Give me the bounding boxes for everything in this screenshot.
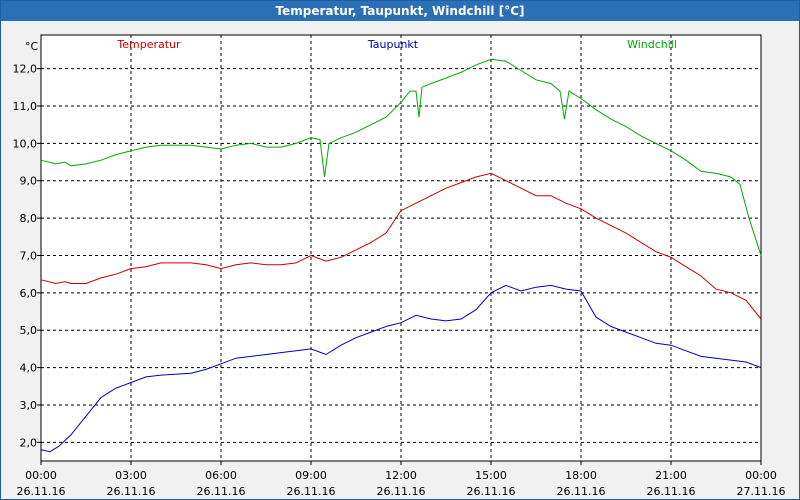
series-line-windchill xyxy=(40,58,762,256)
y-tick-label: 11,0 xyxy=(13,100,38,113)
y-tick-label: 9,0 xyxy=(20,175,38,188)
x-tick-date: 26.11.16 xyxy=(557,485,606,498)
series-line-taupunkt xyxy=(40,284,762,453)
x-tick-date: 26.11.16 xyxy=(287,485,336,498)
legend-taupunkt: Taupunkt xyxy=(367,38,419,51)
legend-temperatur: Temperatur xyxy=(116,38,181,51)
series-lines xyxy=(40,58,762,453)
window-title: Temperatur, Taupunkt, Windchill [°C] xyxy=(1,1,799,21)
grid-lines xyxy=(41,35,761,461)
y-tick-label: 4,0 xyxy=(20,362,38,375)
x-tick-time: 00:00 xyxy=(25,469,57,482)
x-tick-time: 21:00 xyxy=(655,469,687,482)
x-tick-time: 03:00 xyxy=(115,469,147,482)
x-tick-date: 26.11.16 xyxy=(377,485,426,498)
y-axis: 2,0 3,0 4,0 5,0 6,0 7,0 8,0 9,0 10,0 11,0 12,0 xyxy=(13,63,41,449)
y-tick-label: 8,0 xyxy=(20,212,38,225)
series-line-temperatur xyxy=(40,172,762,320)
x-tick-time: 06:00 xyxy=(205,469,237,482)
x-tick-time: 00:00 xyxy=(745,469,777,482)
y-tick-label: 2,0 xyxy=(20,436,38,449)
legend: Temperatur Taupunkt Windchill xyxy=(116,38,677,51)
x-tick-date: 26.11.16 xyxy=(107,485,156,498)
x-tick-date: 27.11.16 xyxy=(737,485,786,498)
y-unit-label: °C xyxy=(25,40,39,53)
y-tick-label: 6,0 xyxy=(20,287,38,300)
x-tick-time: 15:00 xyxy=(475,469,507,482)
x-tick-date: 26.11.16 xyxy=(647,485,696,498)
x-tick-time: 18:00 xyxy=(565,469,597,482)
y-tick-label: 5,0 xyxy=(20,324,38,337)
x-tick-date: 26.11.16 xyxy=(467,485,516,498)
y-tick-label: 3,0 xyxy=(20,399,38,412)
y-tick-label: 12,0 xyxy=(13,63,38,76)
x-tick-time: 12:00 xyxy=(385,469,417,482)
x-tick-time: 09:00 xyxy=(295,469,327,482)
x-tick-date: 26.11.16 xyxy=(197,485,246,498)
y-tick-label: 10,0 xyxy=(13,137,38,150)
x-tick-date: 26.11.16 xyxy=(17,485,66,498)
y-tick-label: 7,0 xyxy=(20,249,38,262)
x-axis: 00:00 26.11.16 03:00 26.11.16 06:00 26.11.16 0… xyxy=(17,461,786,498)
legend-windchill: Windchill xyxy=(627,38,677,51)
